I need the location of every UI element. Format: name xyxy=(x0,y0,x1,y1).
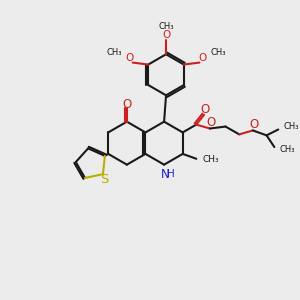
Text: O: O xyxy=(198,53,206,63)
Text: O: O xyxy=(206,116,215,129)
Text: CH₃: CH₃ xyxy=(202,155,219,164)
Text: H: H xyxy=(167,169,175,179)
Text: O: O xyxy=(126,53,134,63)
Text: O: O xyxy=(122,98,131,111)
Text: O: O xyxy=(200,103,210,116)
Text: CH₃: CH₃ xyxy=(283,122,299,131)
Text: CH₃: CH₃ xyxy=(106,48,122,57)
Text: S: S xyxy=(100,173,108,187)
Text: CH₃: CH₃ xyxy=(210,48,226,57)
Text: O: O xyxy=(162,30,170,40)
Text: CH₃: CH₃ xyxy=(158,22,174,32)
Text: CH₃: CH₃ xyxy=(279,146,295,154)
Text: N: N xyxy=(161,168,170,181)
Text: O: O xyxy=(249,118,259,131)
